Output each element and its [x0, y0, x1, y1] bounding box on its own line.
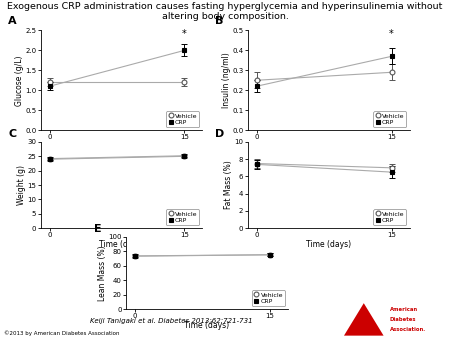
- Text: ©2013 by American Diabetes Association: ©2013 by American Diabetes Association: [4, 331, 120, 336]
- Text: altering body composition.: altering body composition.: [162, 12, 288, 21]
- Legend: Vehicle, CRP: Vehicle, CRP: [373, 209, 406, 225]
- X-axis label: Time (days): Time (days): [306, 240, 351, 249]
- Legend: Vehicle, CRP: Vehicle, CRP: [373, 111, 406, 127]
- Text: Keiji Tanigaki et al. Diabetes 2013;62:721-731: Keiji Tanigaki et al. Diabetes 2013;62:7…: [90, 318, 252, 324]
- Text: D: D: [215, 128, 225, 139]
- Text: Association.: Association.: [390, 327, 426, 332]
- Y-axis label: Insulin (ng/ml): Insulin (ng/ml): [222, 52, 231, 108]
- Text: C: C: [8, 128, 16, 139]
- Legend: Vehicle, CRP: Vehicle, CRP: [166, 111, 199, 127]
- X-axis label: Time (days): Time (days): [306, 142, 351, 151]
- Y-axis label: Fat Mass (%): Fat Mass (%): [224, 161, 233, 210]
- Text: American: American: [390, 307, 418, 312]
- X-axis label: Time (days): Time (days): [99, 142, 144, 151]
- Text: B: B: [215, 17, 224, 26]
- Y-axis label: Glucose (g/L): Glucose (g/L): [15, 55, 24, 105]
- Text: E: E: [94, 224, 101, 234]
- X-axis label: Time (days): Time (days): [184, 321, 230, 330]
- Text: *: *: [389, 29, 394, 40]
- Y-axis label: Lean Mass (%): Lean Mass (%): [98, 245, 107, 301]
- Text: *: *: [182, 29, 187, 39]
- Legend: Vehicle, CRP: Vehicle, CRP: [252, 290, 285, 306]
- Text: A: A: [8, 17, 17, 26]
- Text: Exogenous CRP administration causes fasting hyperglycemia and hyperinsulinemia w: Exogenous CRP administration causes fast…: [7, 2, 443, 11]
- Polygon shape: [344, 303, 383, 336]
- Text: Diabetes: Diabetes: [390, 317, 416, 322]
- Y-axis label: Weight (g): Weight (g): [17, 165, 26, 205]
- Legend: Vehicle, CRP: Vehicle, CRP: [166, 209, 199, 225]
- X-axis label: Time (days): Time (days): [99, 240, 144, 249]
